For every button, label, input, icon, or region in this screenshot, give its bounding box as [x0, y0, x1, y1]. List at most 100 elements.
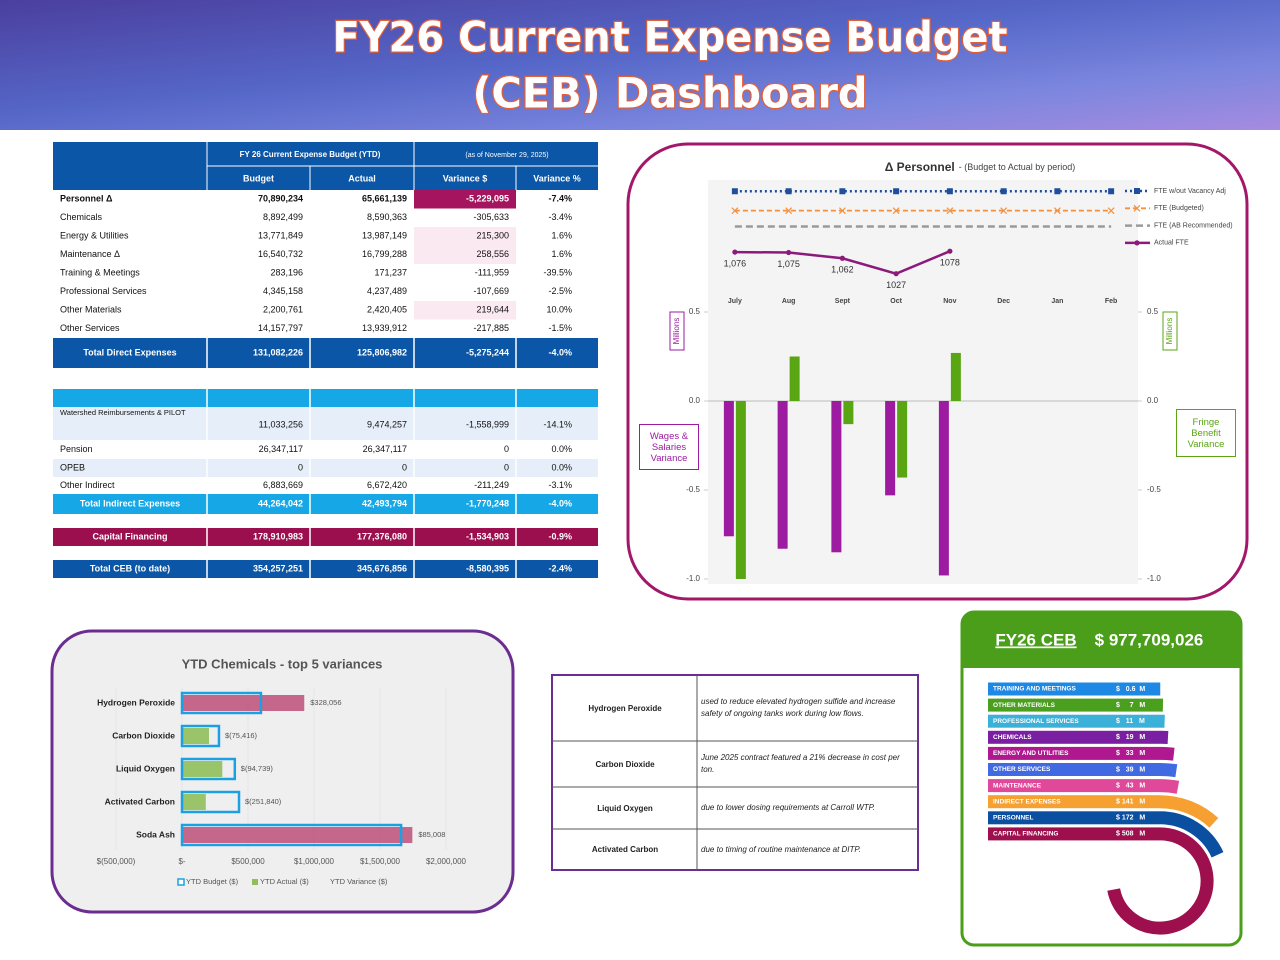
marker [1053, 207, 1061, 215]
cell-value: -2.4% [548, 563, 572, 573]
x-tick-label: $1,000,000 [294, 857, 335, 866]
cell-value: 171,237 [374, 268, 407, 278]
table-cell [207, 338, 310, 368]
cell-value: 9,474,257 [367, 419, 407, 429]
x-tick-label: Aug [782, 298, 796, 305]
category-label-box [988, 795, 1160, 809]
data-label: $(251,840) [245, 797, 282, 806]
category-label: ENERGY AND UTILITIES [993, 750, 1069, 757]
bar [789, 356, 800, 401]
value-label: $ 508 M [1116, 831, 1145, 838]
x-tick-label: $- [178, 857, 185, 866]
table-cell [207, 440, 310, 459]
bar-budget [180, 724, 221, 748]
y-tick-label: -1.0 [686, 574, 700, 583]
table-cell [310, 338, 414, 368]
cell-value: 1.6% [551, 249, 572, 259]
bar-actual [182, 761, 223, 777]
bar-budget [180, 757, 237, 781]
marker [785, 207, 793, 215]
axis-label-box [1162, 311, 1178, 351]
data-label: $(75,416) [225, 731, 258, 740]
radial-bar [1159, 746, 1175, 761]
cell-value: 219,644 [476, 305, 509, 315]
y-tick-label: 0.5 [689, 307, 701, 316]
table-cell [207, 528, 310, 546]
table-cell [53, 560, 207, 578]
cell-value: 26,347,117 [363, 444, 407, 454]
data-label: $328,056 [310, 698, 341, 707]
note-item-box: Liquid Oxygen [597, 804, 653, 813]
category-label: PROFESSIONAL SERVICES [993, 718, 1079, 725]
table-cell [310, 440, 414, 459]
category-label-box [988, 698, 1160, 712]
cell-value: -211,249 [474, 480, 509, 490]
bar [735, 401, 746, 579]
cell-value: 42,493,794 [362, 498, 407, 508]
note-text: due to lower dosing requirements at Carr… [701, 803, 876, 813]
legend-marker [252, 879, 258, 885]
bar [831, 401, 842, 553]
cell-value: -107,669 [473, 286, 509, 296]
table-cell [414, 301, 516, 320]
table-cell [207, 477, 310, 494]
marker [785, 188, 792, 195]
table-cell [516, 407, 598, 440]
bar [843, 401, 854, 425]
cell-value: 26,347,117 [259, 444, 303, 454]
row-label: Pension [60, 444, 93, 454]
panel-header [963, 640, 1240, 668]
marker [731, 188, 738, 195]
cell-value: 258,556 [476, 249, 509, 259]
cell-value: 0 [504, 444, 509, 454]
cell-value: 13,987,149 [362, 231, 407, 241]
table-cell [516, 477, 598, 494]
cell-value: 354,257,251 [253, 563, 303, 573]
data-label: 1078 [940, 258, 960, 268]
table-cell [414, 440, 516, 459]
bar-actual [182, 728, 210, 744]
cell-value: -8,580,395 [466, 563, 509, 573]
row-label: Energy & Utilities [60, 231, 129, 241]
table-cell [516, 560, 598, 578]
column-header: Variance $ [443, 173, 488, 183]
cell-value: 16,799,288 [362, 249, 407, 259]
table-cell [53, 477, 207, 494]
data-label: 1027 [886, 280, 906, 290]
cell-value: 10.0% [546, 305, 572, 315]
table-cell [310, 459, 414, 477]
cell-value: 8,590,363 [367, 212, 407, 222]
marker [946, 207, 954, 215]
chart-title: Δ Personnel - (Budget to Actual by period… [885, 160, 1076, 174]
series-label: Fringe Benefit Variance [1176, 409, 1236, 457]
bar [938, 401, 949, 576]
cell-value: 0 [402, 462, 407, 472]
cell-value: 4,345,158 [263, 286, 303, 296]
cell-value: 6,883,669 [263, 480, 303, 490]
marker [1054, 188, 1061, 195]
row-label: Capital Financing [92, 531, 167, 541]
cell-value: 215,300 [476, 231, 509, 241]
cell-value: 16,540,732 [258, 249, 303, 259]
x-tick-label: $(500,000) [97, 857, 136, 866]
category-label: OTHER MATERIALS [993, 702, 1056, 709]
total-value: $ 977,709,026 [1095, 630, 1204, 649]
note-item-box: Carbon Dioxide [595, 760, 654, 769]
marker [731, 207, 739, 215]
marker [946, 188, 953, 195]
series-label: Wages & Salaries Variance [639, 424, 699, 470]
y-tick-label: Liquid Oxygen [116, 763, 175, 773]
value-label: $ 0.6 M [1116, 686, 1145, 693]
row-label: Professional Services [60, 286, 147, 296]
column-header: Variance % [533, 173, 581, 183]
bar-budget [180, 790, 241, 814]
bar-actual [182, 827, 413, 843]
note-text: due to timing of routine maintenance at … [701, 844, 861, 854]
y-tick-label: -0.5 [686, 485, 700, 494]
radial-bar [1107, 827, 1214, 935]
cell-value: 0.0% [551, 462, 572, 472]
table-cell [414, 407, 516, 440]
radial-bar [1159, 763, 1178, 778]
row-label: Maintenance Δ [60, 249, 120, 259]
